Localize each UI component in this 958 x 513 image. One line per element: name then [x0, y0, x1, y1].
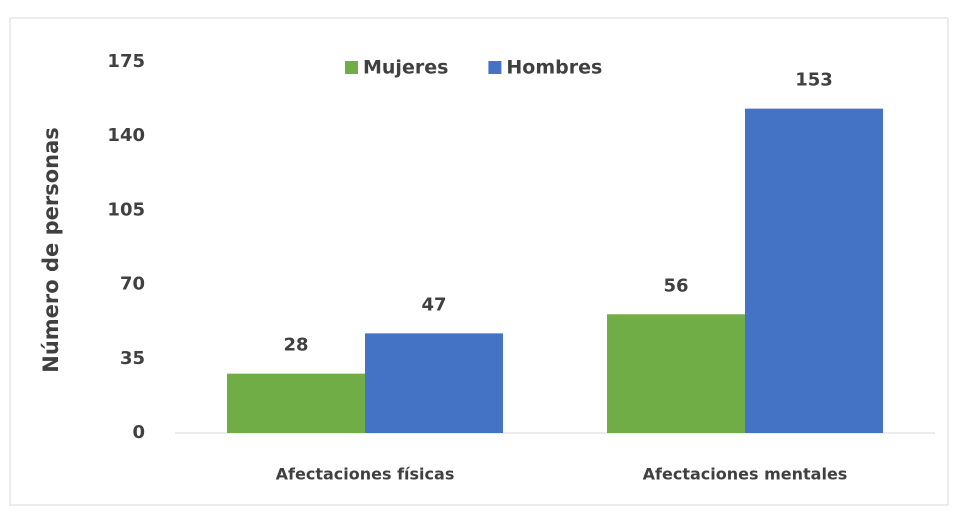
y-tick-label: 175: [107, 51, 145, 72]
y-tick-label: 0: [132, 422, 145, 443]
value-label: 28: [283, 335, 308, 356]
legend-swatch: [488, 61, 502, 74]
bar: [607, 314, 745, 433]
value-label: 47: [421, 294, 446, 315]
bar: [227, 373, 365, 433]
legend-label: Hombres: [506, 57, 602, 79]
x-tick-label: Afectaciones mentales: [643, 465, 848, 484]
bar: [365, 333, 503, 433]
value-label: 56: [663, 275, 688, 296]
bar: [745, 108, 883, 433]
y-tick-label: 70: [120, 274, 145, 295]
x-tick-label: Afectaciones físicas: [276, 465, 455, 484]
y-tick-label: 35: [120, 348, 145, 369]
y-tick-label: 105: [107, 199, 145, 220]
legend-label: Mujeres: [363, 57, 448, 79]
value-label: 153: [795, 70, 833, 91]
y-axis-label: Número de personas: [39, 127, 63, 373]
legend-swatch: [345, 61, 358, 74]
y-tick-label: 140: [107, 125, 145, 146]
